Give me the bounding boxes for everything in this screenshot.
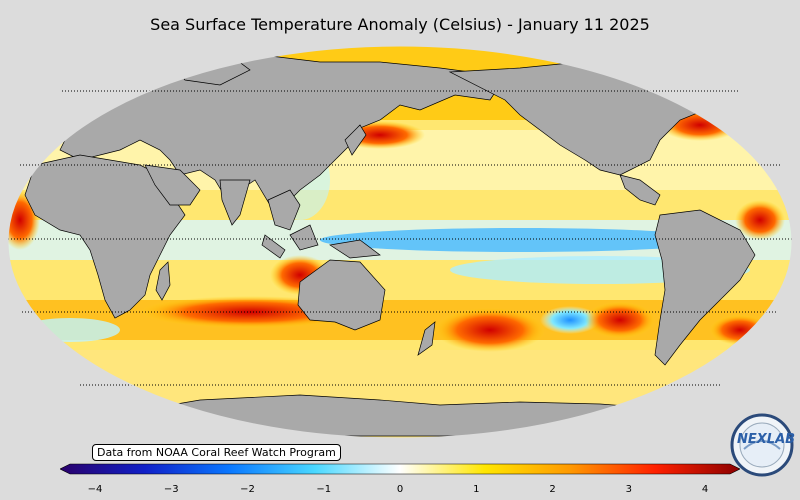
globe-outline — [7, 45, 793, 439]
logo-text: NEXLAB — [737, 432, 796, 447]
colorbar-tick-label: 3 — [625, 484, 632, 495]
colorbar-tick-label: −2 — [240, 484, 255, 495]
data-source-note: Data from NOAA Coral Reef Watch Program — [92, 444, 341, 461]
map-title: Sea Surface Temperature Anomaly (Celsius… — [150, 15, 650, 34]
colorbar-tick-label: 1 — [473, 484, 480, 495]
colorbar-tick-label: −4 — [87, 484, 103, 495]
colorbar-tick-label: −1 — [316, 484, 332, 495]
colorbar-tick-label: 2 — [549, 484, 556, 495]
ocean-field — [8, 46, 792, 438]
colorbar-tick-label: 4 — [701, 484, 709, 495]
nexlab-logo — [730, 413, 794, 477]
graticule — [8, 90, 792, 386]
colorbar-tick-label: 0 — [396, 484, 404, 495]
colorbar-tick-label: −3 — [163, 484, 179, 495]
colorbar — [60, 463, 740, 475]
